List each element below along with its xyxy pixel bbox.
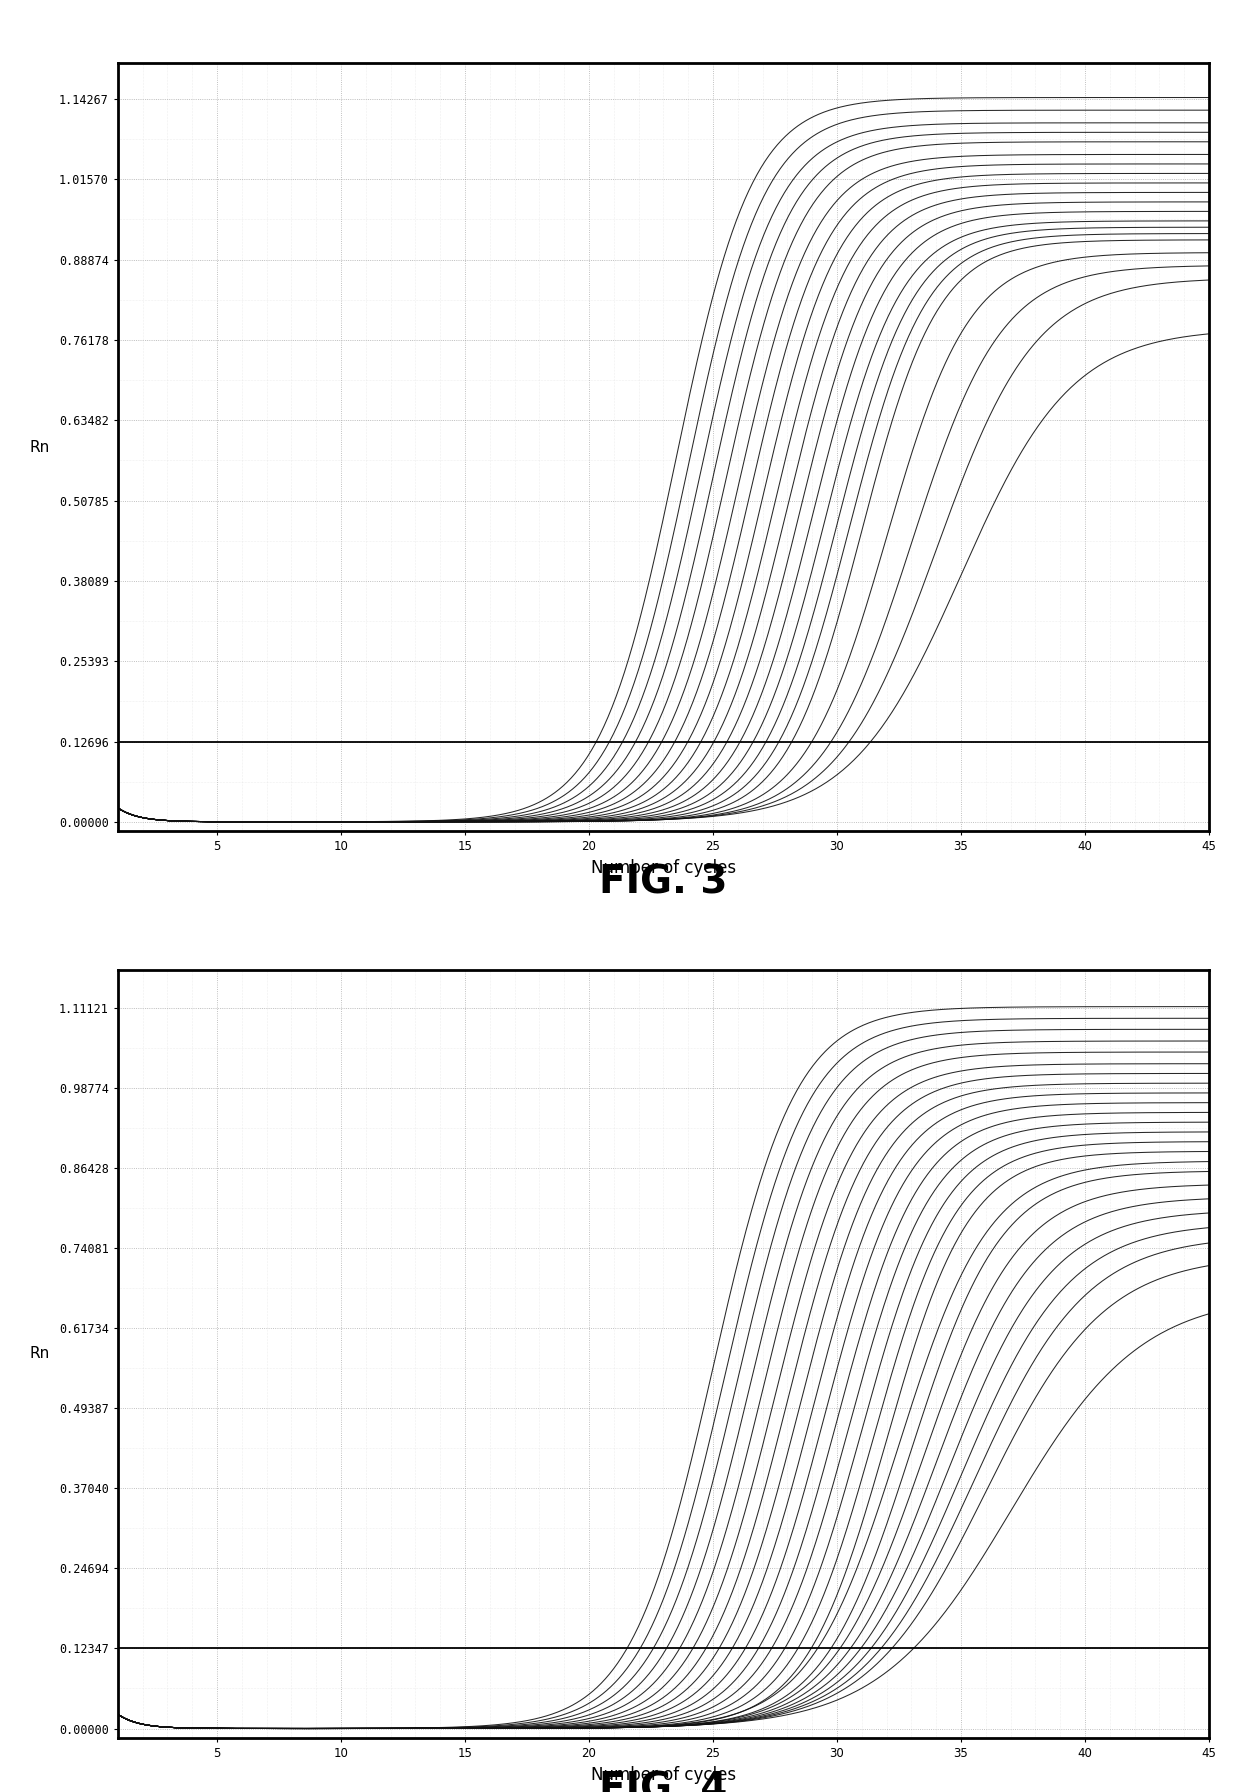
Text: FIG. 3: FIG. 3: [599, 864, 728, 901]
X-axis label: Number of cycles: Number of cycles: [590, 858, 737, 876]
Y-axis label: Rn: Rn: [30, 439, 50, 455]
Text: FIG. 4: FIG. 4: [599, 1770, 728, 1792]
X-axis label: Number of cycles: Number of cycles: [590, 1765, 737, 1783]
Y-axis label: Rn: Rn: [30, 1346, 50, 1362]
